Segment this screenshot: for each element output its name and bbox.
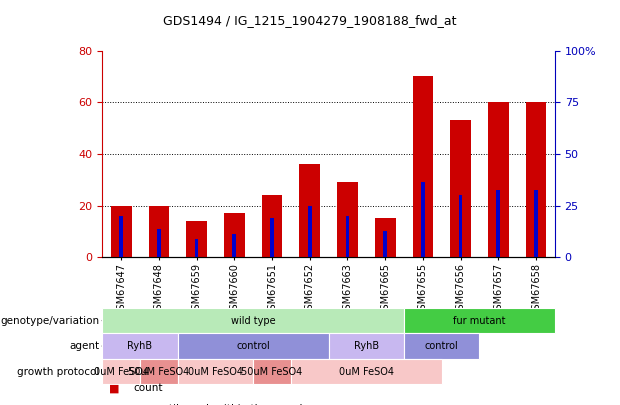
Bar [157, 229, 161, 257]
Bar [459, 195, 463, 257]
Text: 0uM FeSO4: 0uM FeSO4 [188, 367, 243, 377]
Text: RyhB: RyhB [354, 341, 379, 351]
Bar [526, 102, 546, 257]
Bar [224, 213, 245, 257]
Bar [450, 120, 471, 257]
Bar [375, 218, 396, 257]
Bar [534, 190, 538, 257]
Bar [186, 221, 207, 257]
Bar [195, 239, 198, 257]
Text: genotype/variation: genotype/variation [0, 315, 99, 326]
Text: agent: agent [69, 341, 99, 351]
Bar [308, 206, 312, 257]
Text: count: count [133, 384, 163, 393]
Bar [488, 102, 508, 257]
Bar [383, 231, 387, 257]
Bar [232, 234, 236, 257]
Text: 50uM FeSO4: 50uM FeSO4 [241, 367, 303, 377]
Text: 0uM FeSO4: 0uM FeSO4 [339, 367, 394, 377]
Bar [111, 206, 131, 257]
Text: control: control [425, 341, 459, 351]
Text: GDS1494 / IG_1215_1904279_1908188_fwd_at: GDS1494 / IG_1215_1904279_1908188_fwd_at [163, 14, 457, 27]
Bar [421, 182, 425, 257]
Bar [345, 216, 349, 257]
Bar [262, 195, 282, 257]
Text: ■: ■ [108, 384, 119, 393]
Text: RyhB: RyhB [128, 341, 153, 351]
Text: wild type: wild type [231, 315, 275, 326]
Text: 50uM FeSO4: 50uM FeSO4 [128, 367, 190, 377]
Text: control: control [236, 341, 270, 351]
Text: fur mutant: fur mutant [453, 315, 506, 326]
Bar [337, 182, 358, 257]
Bar [299, 164, 320, 257]
Text: growth protocol: growth protocol [17, 367, 99, 377]
Bar [270, 218, 274, 257]
Bar [149, 206, 169, 257]
Bar [119, 216, 123, 257]
Bar [412, 77, 433, 257]
Text: 0uM FeSO4: 0uM FeSO4 [94, 367, 149, 377]
Bar [497, 190, 500, 257]
